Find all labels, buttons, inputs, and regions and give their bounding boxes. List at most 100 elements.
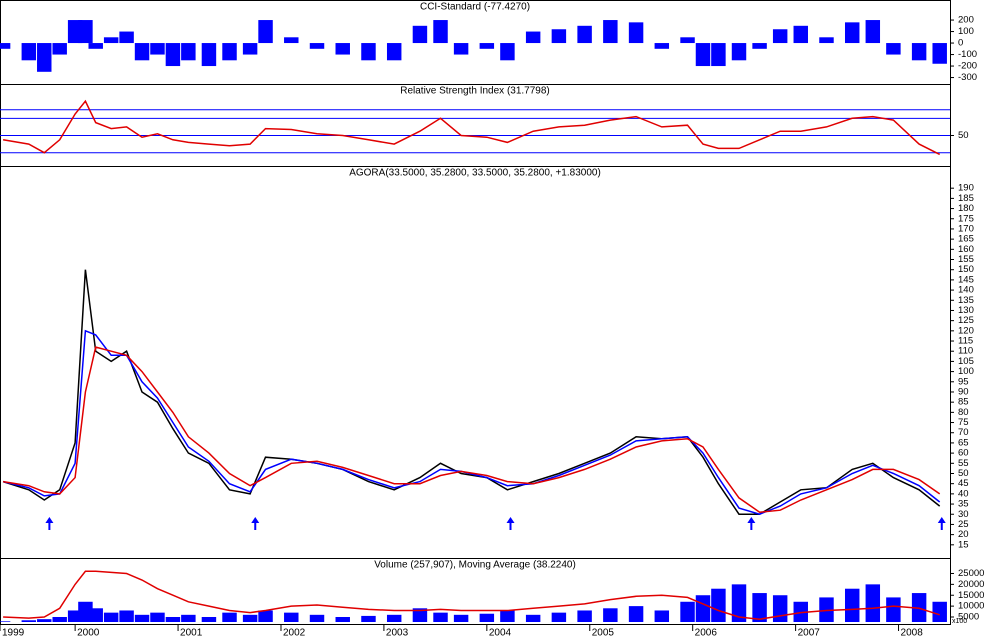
bar [222,43,237,61]
y-tick-label: 135 [958,295,974,306]
bar [772,595,788,622]
bar [52,616,67,622]
y-tick-label: 115 [958,336,973,347]
bar [0,43,11,49]
y-tick-label: 30 [958,509,969,520]
bar [551,29,567,44]
bar [21,620,37,622]
x-tick-label: 2004 [489,628,512,638]
bar [103,612,119,622]
bar [201,43,217,67]
frame [0,0,951,625]
buy-arrow [45,517,54,530]
y-tick-label: 35 [958,499,969,510]
bar [181,43,196,61]
x-tick-label: 1999 [2,628,25,638]
y-tick-label: 20000 [958,579,984,590]
bar [680,601,695,622]
line [2,346,941,513]
y-tick-label: 145 [958,274,974,285]
bar [88,43,103,49]
bar [386,43,402,61]
y-tick-label: 190 [958,183,974,194]
bar [258,610,273,622]
bar [680,37,695,44]
bar [525,31,541,44]
y-tick-label: 90 [958,386,969,397]
bar [119,31,134,44]
bar [711,588,726,622]
bar [335,43,350,55]
bar [119,610,134,622]
x-tick-label: 2002 [283,628,306,638]
y-tick-label: 140 [958,285,974,296]
y-tick-label: 175 [958,213,974,224]
bar [201,616,217,622]
bar [361,615,376,622]
panel-title: AGORA(33.5000, 35.2800, 33.5000, 35.2800… [349,168,601,179]
bar [603,20,618,44]
bar [242,614,258,622]
buy-arrow [937,517,946,530]
y-tick-label: 25000 [958,568,984,579]
line [2,269,941,515]
buy-arrow [747,517,756,530]
bar [525,614,541,622]
bar [433,20,448,44]
bar [695,43,711,67]
panel-title: Relative Strength Index (31.7798) [400,86,550,97]
bar [886,43,901,55]
y-tick-label: 75 [958,417,969,428]
bar [412,25,428,44]
bar [654,610,670,622]
bar [0,621,11,622]
bar [551,612,567,622]
x-tick-label: 2003 [386,628,409,638]
bar [309,43,325,49]
bar [500,610,515,622]
y-tick-label: -100 [958,49,977,60]
bar [78,20,93,44]
bar [772,29,788,44]
bar [865,584,881,622]
bar [731,584,747,622]
y-tick-label: 130 [958,305,974,316]
bar [165,616,181,622]
bar [603,608,618,622]
bar [150,43,165,55]
bar [865,20,881,44]
bar [103,37,119,44]
bar [134,43,150,61]
bar [844,588,860,622]
bar [222,612,237,622]
x-tick-label: 2008 [901,628,924,638]
bar [752,43,767,49]
x-tick-label: 2001 [180,628,203,638]
y-tick-label: 100 [958,366,974,377]
bar [21,43,37,61]
y-tick-label: 50 [958,468,969,479]
y-tick-label: 185 [958,193,974,204]
x-tick-label: 2007 [798,628,821,638]
y-tick-label: 160 [958,244,974,255]
bar [242,43,258,55]
y-tick-label: 155 [958,254,974,265]
bar [165,43,181,67]
bar [911,43,927,61]
bar [309,614,325,622]
bar [479,613,495,622]
y-tick-label: -200 [958,61,977,72]
bar [500,43,515,61]
bar [911,593,927,622]
x-tick-label: 2005 [592,628,615,638]
y-tick-label: -300 [958,72,977,83]
bar [88,608,103,622]
bar [731,43,747,61]
buy-arrow [506,517,515,530]
y-tick-label: 40 [958,488,969,499]
bar [695,595,711,622]
bar [453,614,469,622]
bar [793,25,808,44]
bar [181,614,196,622]
